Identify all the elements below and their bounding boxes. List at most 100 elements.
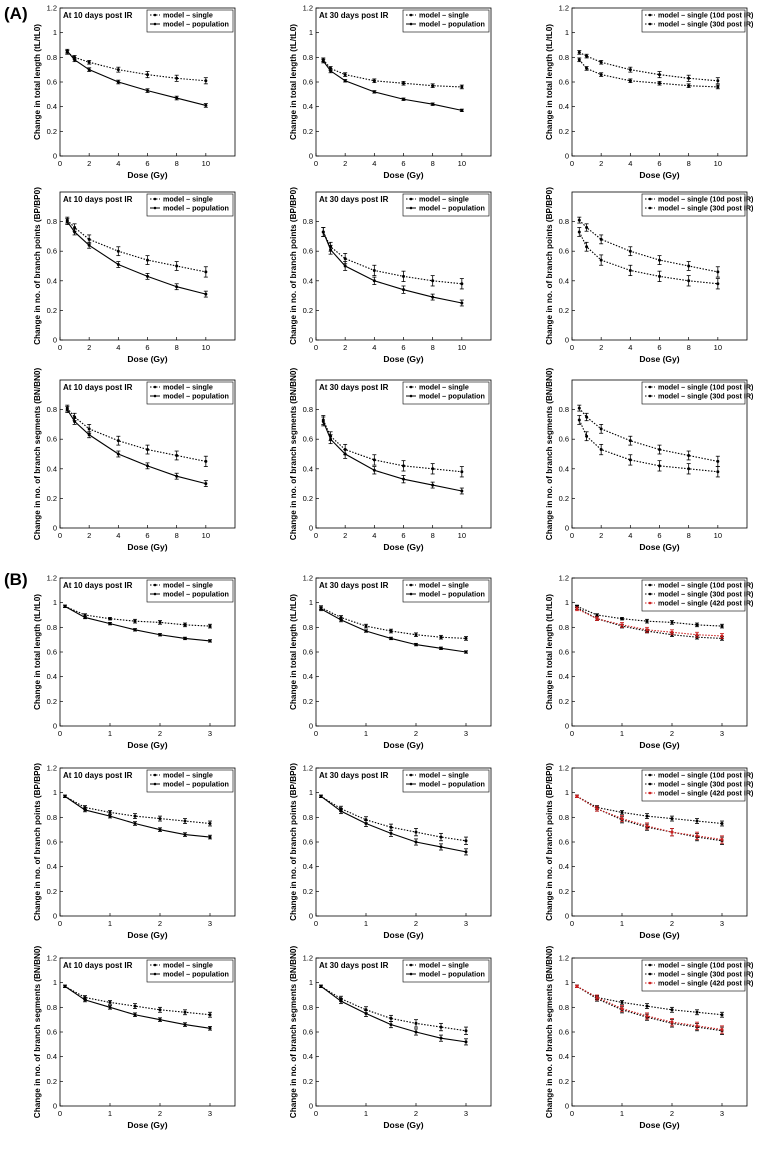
data-point <box>116 68 120 72</box>
y-tick-label: 0 <box>309 912 313 921</box>
data-point <box>687 453 691 457</box>
y-tick-label: 1.2 <box>559 4 569 13</box>
data-point <box>720 634 724 638</box>
legend-entry: model – population <box>419 204 485 213</box>
x-tick-label: 4 <box>628 343 632 352</box>
x-axis-label: Dose (Gy) <box>383 1120 423 1130</box>
data-point <box>687 279 691 283</box>
data-point <box>431 483 435 487</box>
legend-marker <box>648 773 652 777</box>
y-tick-label: 0.2 <box>47 494 57 503</box>
data-point <box>87 427 91 431</box>
data-point <box>439 646 443 650</box>
data-point <box>175 76 179 80</box>
data-point <box>439 845 443 849</box>
data-point <box>464 1040 468 1044</box>
legend-entry: model – single (30d post IR) <box>658 970 754 979</box>
x-axis-label: Dose (Gy) <box>639 1120 679 1130</box>
data-point <box>372 268 376 272</box>
x-tick-label: 8 <box>687 159 691 168</box>
y-tick-label: 0 <box>309 722 313 731</box>
data-point <box>343 79 347 83</box>
data-point <box>670 620 674 624</box>
data-point <box>577 218 581 222</box>
legend-marker <box>648 592 652 596</box>
data-point <box>372 90 376 94</box>
x-tick-label: 0 <box>570 531 574 540</box>
y-axis-label: Change in no. of branch segments (BN/BN0… <box>545 946 554 1119</box>
series-2 <box>575 984 724 1034</box>
legend-entry: model – single (10d post IR) <box>658 383 754 392</box>
y-tick-label: 0.6 <box>303 838 313 847</box>
y-tick-label: 0.8 <box>47 813 57 822</box>
data-point <box>464 1029 468 1033</box>
chart-b-bn-10: 0 1 2 3 0 0.2 0.4 0.6 0.8 1 1.2 Dose (Gy) Change in … <box>33 946 236 1130</box>
series-0 <box>65 50 208 85</box>
legend-entry: model – single (42d post IR) <box>658 979 754 988</box>
data-point <box>658 448 661 452</box>
y-tick-label: 0.8 <box>47 623 57 632</box>
y-tick-label: 1 <box>53 28 57 37</box>
chart-a-bp-30: 0 2 4 6 8 10 0 0.2 0.4 0.6 0.8 Dose (Gy) Change in n… <box>289 187 492 364</box>
data-point <box>620 817 624 821</box>
legend-marker <box>153 972 157 976</box>
series-0 <box>577 404 720 467</box>
x-tick-label: 2 <box>158 729 162 738</box>
series-1 <box>577 227 720 290</box>
data-point <box>402 288 405 292</box>
y-tick-label: 0.2 <box>47 887 57 896</box>
y-tick-label: 0.8 <box>559 53 569 62</box>
x-axis-label: Dose (Gy) <box>383 740 423 750</box>
data-point <box>204 103 208 107</box>
legend-entry: model – single <box>419 195 469 204</box>
data-point <box>339 618 343 622</box>
legend-entry: model – single (10d post IR) <box>658 771 754 780</box>
legend-box <box>641 381 746 405</box>
y-tick-label: 1 <box>309 598 313 607</box>
data-point <box>372 79 376 83</box>
data-point <box>87 60 91 64</box>
chart-a-len-cmp: 0 2 4 6 8 10 0 0.2 0.4 0.6 0.8 1 1.2 Dose (Gy) Change … <box>545 4 754 181</box>
data-point <box>431 84 435 88</box>
data-point <box>83 613 87 617</box>
series-line <box>66 409 206 485</box>
legend-marker <box>153 394 157 398</box>
x-tick-label: 1 <box>620 1109 624 1118</box>
x-tick-label: 0 <box>570 343 574 352</box>
y-tick-label: 0.2 <box>559 697 569 706</box>
chart-b-len-cmp: 0 1 2 3 0 0.2 0.4 0.6 0.8 1 1.2 Dose (Gy) Change in … <box>545 574 754 751</box>
legend-box <box>641 9 746 33</box>
x-tick-label: 0 <box>314 159 318 168</box>
data-point <box>73 226 77 230</box>
y-tick-label: 0.8 <box>303 53 313 62</box>
data-point <box>208 624 212 628</box>
panel-a-label: (A) <box>4 4 28 23</box>
x-axis-label: Dose (Gy) <box>127 930 167 940</box>
data-point <box>133 1013 137 1017</box>
legend-entry: model – single <box>163 383 213 392</box>
y-axis-label: Change in no. of branch points (BP/BP0) <box>545 187 554 345</box>
series-line <box>66 50 206 106</box>
series-1 <box>321 58 464 112</box>
x-tick-label: 8 <box>431 531 435 540</box>
data-point <box>372 458 376 462</box>
y-tick-label: 0.4 <box>47 276 57 285</box>
y-tick-label: 0.6 <box>559 1028 569 1037</box>
y-axis-label: Change in total length (tL/tL0) <box>545 24 554 140</box>
y-axis-label: Change in no. of branch points (BP/BP0) <box>289 187 298 345</box>
data-point <box>158 633 162 637</box>
legend-entry: model – single (30d post IR) <box>658 204 754 213</box>
legend-marker <box>153 583 157 587</box>
data-point <box>585 434 589 438</box>
x-tick-label: 3 <box>720 1109 724 1118</box>
y-tick-label: 0 <box>309 152 313 161</box>
legend-marker <box>153 773 157 777</box>
annotation-text: At 30 days post IR <box>319 11 389 20</box>
y-tick-label: 0.8 <box>47 53 57 62</box>
y-axis-label: Change in total length (tL/tL0) <box>289 594 298 710</box>
series-1 <box>65 48 208 108</box>
x-tick-label: 10 <box>714 531 722 540</box>
series-line <box>322 59 462 88</box>
